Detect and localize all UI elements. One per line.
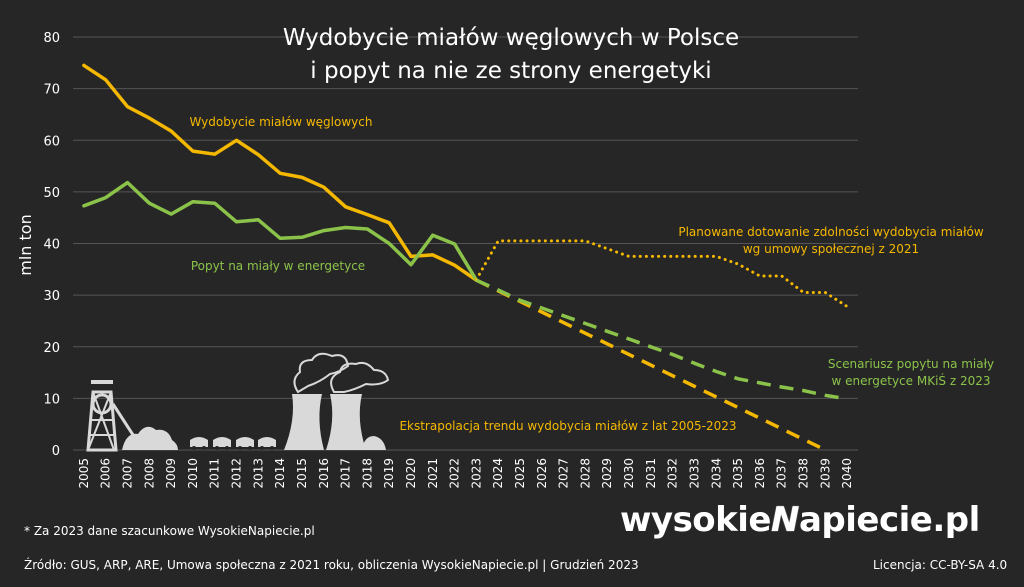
steam-cloud-icon: [293, 352, 390, 394]
x-tick-label-2025: 2025: [513, 458, 527, 489]
x-tick-label-2016: 2016: [317, 458, 331, 489]
x-tick-label-2028: 2028: [578, 458, 592, 489]
y-axis-ticks: 0 10 20 30 40 50 60 70 80: [43, 31, 60, 459]
annotation-3-line-1: w energetyce MKiŚ z 2023: [832, 373, 991, 388]
x-tick-label-2032: 2032: [666, 458, 680, 489]
y-tick-label-20: 20: [43, 341, 60, 356]
x-tick-label-2010: 2010: [186, 458, 200, 489]
y-tick-label-50: 50: [43, 186, 60, 201]
series-line-1: [82, 180, 479, 282]
x-tick-label-2040: 2040: [840, 458, 854, 489]
coal-wagons-icon: [190, 437, 276, 450]
x-tick-label-2005: 2005: [77, 458, 91, 489]
x-tick-label-2023: 2023: [469, 458, 483, 489]
series-line-3: [475, 278, 827, 452]
annotation-2-line-0: Planowane dotowanie zdolności wydobycia …: [678, 225, 984, 239]
y-tick-label-80: 80: [43, 31, 60, 46]
x-tick-label-2039: 2039: [818, 458, 832, 489]
chart-title-line-2: i popyt na nie ze strony energetyki: [310, 58, 711, 84]
x-axis-ticks: 2005 2006 2007 2008 2009 2010 2011 2012 2013 2014…: [77, 458, 854, 489]
annotation-2-line-1: wg umowy społecznej z 2021: [743, 242, 919, 256]
x-tick-label-2019: 2019: [382, 458, 396, 489]
x-tick-label-2022: 2022: [448, 458, 462, 489]
annotation-4-line-0: Ekstrapolacja trendu wydobycia miałów z …: [399, 419, 736, 433]
series-line-4: [475, 278, 848, 401]
x-tick-label-2034: 2034: [709, 458, 723, 489]
x-tick-label-2035: 2035: [731, 458, 745, 489]
logo-text-part1: wysokie: [620, 500, 772, 540]
x-tick-label-2012: 2012: [230, 458, 244, 489]
logo-text-part2: apiecie.pl: [798, 500, 980, 540]
y-axis-label: mln ton: [16, 214, 35, 275]
x-tick-label-2011: 2011: [208, 458, 222, 489]
x-tick-label-2008: 2008: [142, 458, 156, 489]
license-note: Licencja: CC-BY-SA 4.0: [873, 558, 1008, 572]
y-tick-label-30: 30: [43, 289, 60, 304]
x-tick-label-2014: 2014: [273, 458, 287, 489]
source-note: Źródło: GUS, ARP, ARE, Umowa społeczna z…: [24, 558, 639, 572]
x-tick-label-2007: 2007: [121, 458, 135, 489]
series-lines: [82, 63, 849, 452]
y-tick-label-70: 70: [43, 83, 60, 98]
x-tick-label-2009: 2009: [164, 458, 178, 489]
x-tick-label-2013: 2013: [251, 458, 265, 489]
x-tick-label-2026: 2026: [535, 458, 549, 489]
x-tick-label-2020: 2020: [404, 458, 418, 489]
series-line-2: [474, 239, 849, 308]
x-tick-label-2017: 2017: [339, 458, 353, 489]
footnote: * Za 2023 dane szacunkowe WysokieNapieci…: [24, 524, 315, 538]
cooling-towers-icon: [284, 394, 386, 450]
grid-lines: [73, 36, 858, 451]
x-tick-label-2030: 2030: [622, 458, 636, 489]
x-tick-label-2031: 2031: [644, 458, 658, 489]
x-tick-label-2033: 2033: [687, 458, 701, 489]
logo-lightning-n: N: [771, 500, 799, 540]
illustration: [86, 352, 390, 452]
x-tick-label-2029: 2029: [600, 458, 614, 489]
annotation-1-line-0: Popyt na miały w energetyce: [191, 259, 365, 273]
x-tick-label-2036: 2036: [753, 458, 767, 489]
y-tick-label-60: 60: [43, 134, 60, 149]
y-tick-label-40: 40: [43, 238, 60, 253]
y-tick-label-0: 0: [52, 444, 60, 459]
x-tick-label-2027: 2027: [557, 458, 571, 489]
x-tick-label-2018: 2018: [360, 458, 374, 489]
brand-logo[interactable]: wysokieNapiecie.pl: [620, 500, 980, 540]
x-tick-label-2038: 2038: [796, 458, 810, 489]
x-tick-label-2015: 2015: [295, 458, 309, 489]
mine-shaft-icon: [86, 380, 137, 452]
annotation-0-line-0: Wydobycie miałów węglowych: [190, 115, 373, 129]
x-tick-label-2024: 2024: [491, 458, 505, 489]
chart-title-line-1: Wydobycie miałów węglowych w Polsce: [283, 25, 739, 51]
annotation-3-line-0: Scenariusz popytu na miały: [828, 357, 994, 371]
x-tick-label-2006: 2006: [99, 458, 113, 489]
x-tick-label-2037: 2037: [775, 458, 789, 489]
x-tick-label-2021: 2021: [426, 458, 440, 489]
annotations: Wydobycie miałów węglowych Popyt na miały…: [190, 115, 995, 433]
y-tick-label-10: 10: [43, 392, 60, 407]
coal-pile-icon: [122, 426, 178, 450]
series-line-0: [82, 63, 479, 282]
